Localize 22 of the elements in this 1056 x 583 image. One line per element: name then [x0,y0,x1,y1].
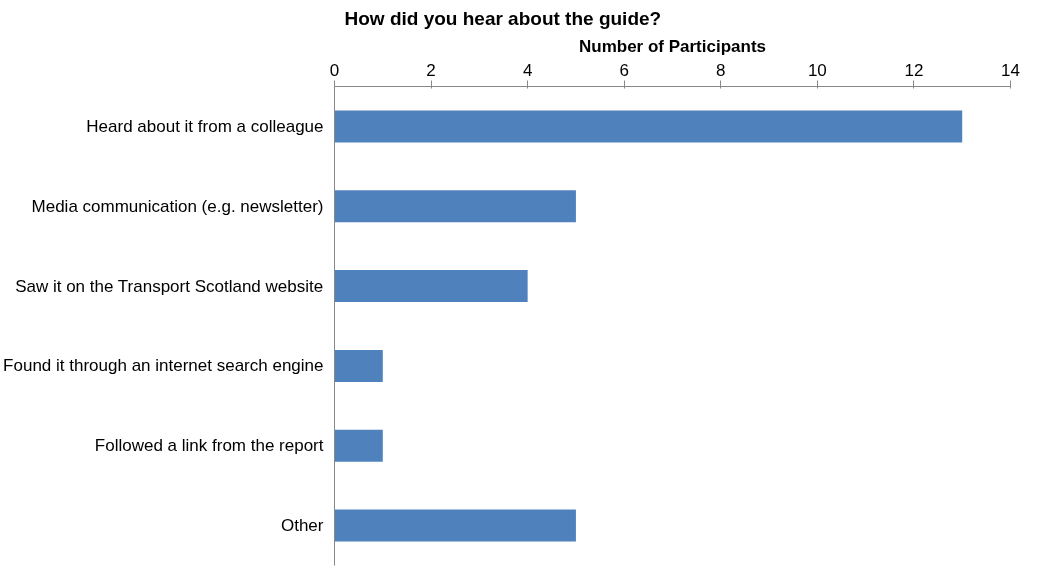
bar [334,270,528,303]
x-axis-title: Number of Participants [578,36,767,56]
bar [334,110,963,143]
bar [334,190,576,223]
y-tick-label: Found it through an internet search engine [3,356,324,376]
y-tick-label: Followed a link from the report [94,436,324,456]
bar [334,349,383,382]
y-tick-label: Media communication (e.g. newsletter) [31,196,324,216]
bar [334,429,383,462]
x-tick-label: 2 [426,60,436,80]
x-tick-label: 10 [807,60,827,80]
x-tick-label: 8 [716,60,726,80]
x-tick-label: 0 [329,60,340,80]
bar [334,509,576,542]
chart-title: How did you hear about the guide? [344,7,662,29]
x-tick-label: 4 [522,60,533,80]
x-tick-label: 14 [1001,60,1020,80]
y-tick-label: Other [280,516,324,536]
y-tick-label: Heard about it from a colleague [86,116,324,136]
x-tick-label: 12 [904,60,924,80]
y-tick-label: Saw it on the Transport Scotland website [15,276,324,296]
x-tick-label: 6 [619,60,629,80]
